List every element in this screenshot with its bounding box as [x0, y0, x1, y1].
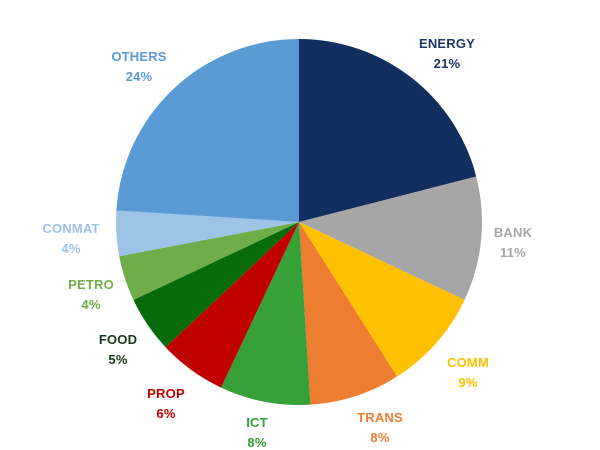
pie-label-bank-pct: 11%: [500, 245, 526, 260]
pie-label-comm-name: COMM: [447, 355, 489, 370]
pie-label-trans-name: TRANS: [357, 410, 403, 425]
pie-label-trans-pct: 8%: [370, 430, 390, 445]
pie-label-energy: ENERGY 21%: [419, 34, 475, 74]
pie-label-ict-name: ICT: [246, 415, 268, 430]
pie-slice-food: [133, 222, 299, 348]
pie-slice-energy: [299, 39, 477, 222]
pie-slice-prop: [165, 222, 299, 388]
pie-label-others: OTHERS 24%: [111, 47, 166, 87]
pie-slice-trans: [299, 222, 398, 405]
pie-label-ict-pct: 8%: [247, 435, 267, 450]
pie-label-food-pct: 5%: [108, 352, 128, 367]
pie-label-petro: PETRO 4%: [68, 275, 114, 315]
pie-chart: [116, 39, 482, 405]
pie-label-food: FOOD 5%: [99, 330, 137, 370]
pie-label-bank-name: BANK: [493, 225, 533, 240]
pie-label-comm: COMM 9%: [447, 353, 489, 393]
pie-label-conmat: CONMAT 4%: [42, 219, 99, 259]
pie-label-conmat-pct: 4%: [61, 241, 81, 256]
pie-label-food-name: FOOD: [98, 332, 138, 347]
pie-slice-petro: [119, 222, 300, 300]
pie-label-others-pct: 24%: [125, 69, 153, 84]
pie-slice-conmat: [116, 210, 299, 257]
pie-slice-comm: [299, 222, 465, 377]
pie-label-others-name: OTHERS: [111, 49, 167, 64]
pie-label-trans: TRANS 8%: [357, 408, 403, 448]
pie-label-prop-name: PROP: [147, 386, 185, 401]
pie-label-prop-pct: 6%: [156, 406, 176, 421]
pie-label-conmat-name: CONMAT: [42, 221, 100, 236]
pie-label-comm-pct: 9%: [458, 375, 478, 390]
pie-svg: [116, 39, 482, 405]
pie-label-bank: BANK 11%: [494, 223, 532, 263]
pie-label-prop: PROP 6%: [147, 384, 185, 424]
pie-label-ict: ICT 8%: [246, 413, 268, 450]
pie-slice-others: [116, 39, 299, 222]
pie-label-petro-pct: 4%: [81, 297, 101, 312]
pie-slice-bank: [299, 176, 482, 300]
pie-label-energy-name: ENERGY: [418, 36, 476, 51]
pie-label-petro-name: PETRO: [68, 277, 114, 292]
pie-label-energy-pct: 21%: [433, 56, 461, 71]
pie-slice-ict: [221, 222, 311, 405]
